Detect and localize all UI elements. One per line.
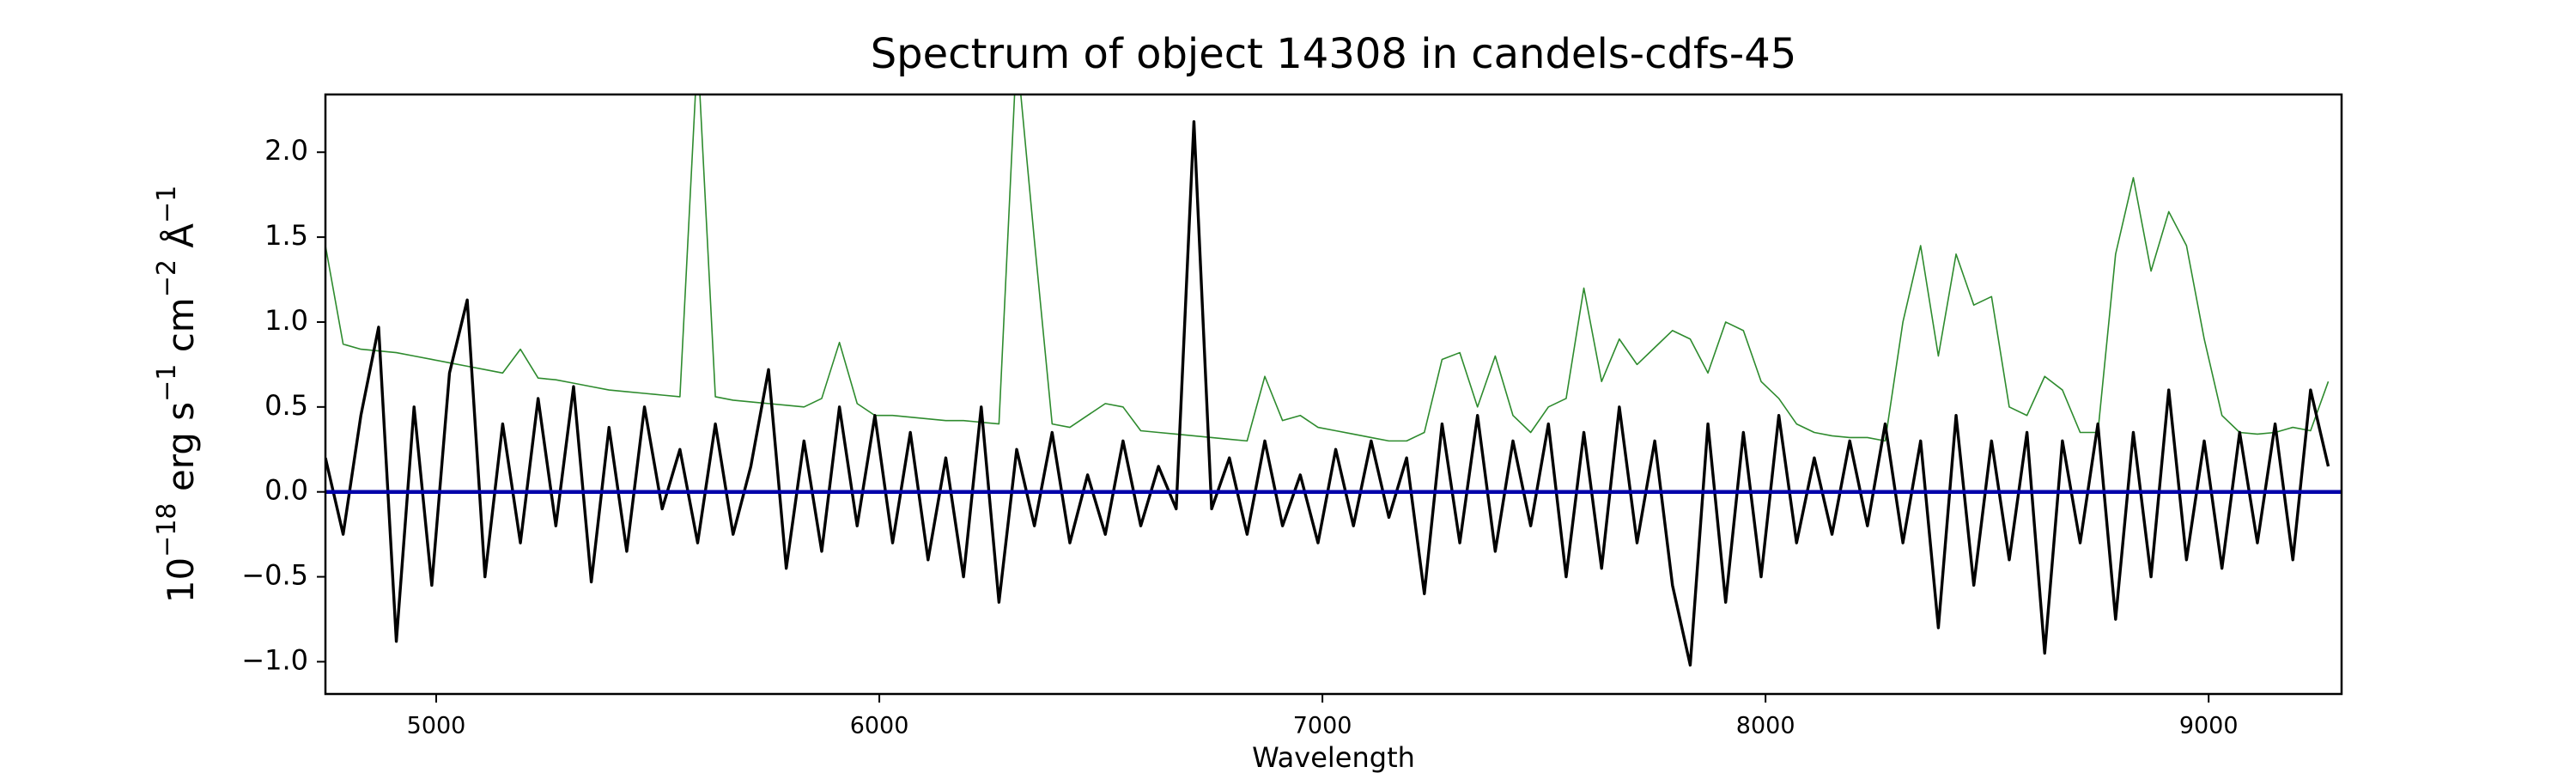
y-label-superscript: −1 [152,364,182,402]
y-tick-label: −1.0 [241,643,308,676]
y-tick-label: −0.5 [241,559,308,592]
x-tick-label: 5000 [407,713,466,740]
y-tick-label: 1.0 [264,304,308,337]
x-tick-label: 9000 [2179,713,2239,740]
chart-title: Spectrum of object 14308 in candels-cdfs… [871,30,1797,78]
y-label-part: 10 [160,557,202,603]
spectrum-line [325,94,2330,442]
x-axis-label: Wavelength [1252,741,1415,773]
x-tick-label: 7000 [1293,713,1352,740]
y-label-superscript: −2 [152,259,182,297]
y-label-part: Å [159,223,202,259]
plot-area [325,94,2342,667]
y-tick-label: 1.5 [264,219,308,252]
y-label-part: cm [160,297,202,363]
y-tick-label: 0.5 [264,389,308,422]
y-label-superscript: −18 [152,503,182,557]
y-axis-label: 10−18 erg s−1 cm−2 Å−1 [152,186,202,604]
x-tick-label: 6000 [850,713,909,740]
y-tick-label: 0.0 [264,474,308,507]
spectrum-line [325,119,2330,667]
y-label-superscript: −1 [152,186,182,223]
x-tick-label: 8000 [1736,713,1795,740]
y-label-part: erg s [160,402,202,503]
y-tick-label: 2.0 [264,134,308,167]
plot-frame [324,93,2343,696]
